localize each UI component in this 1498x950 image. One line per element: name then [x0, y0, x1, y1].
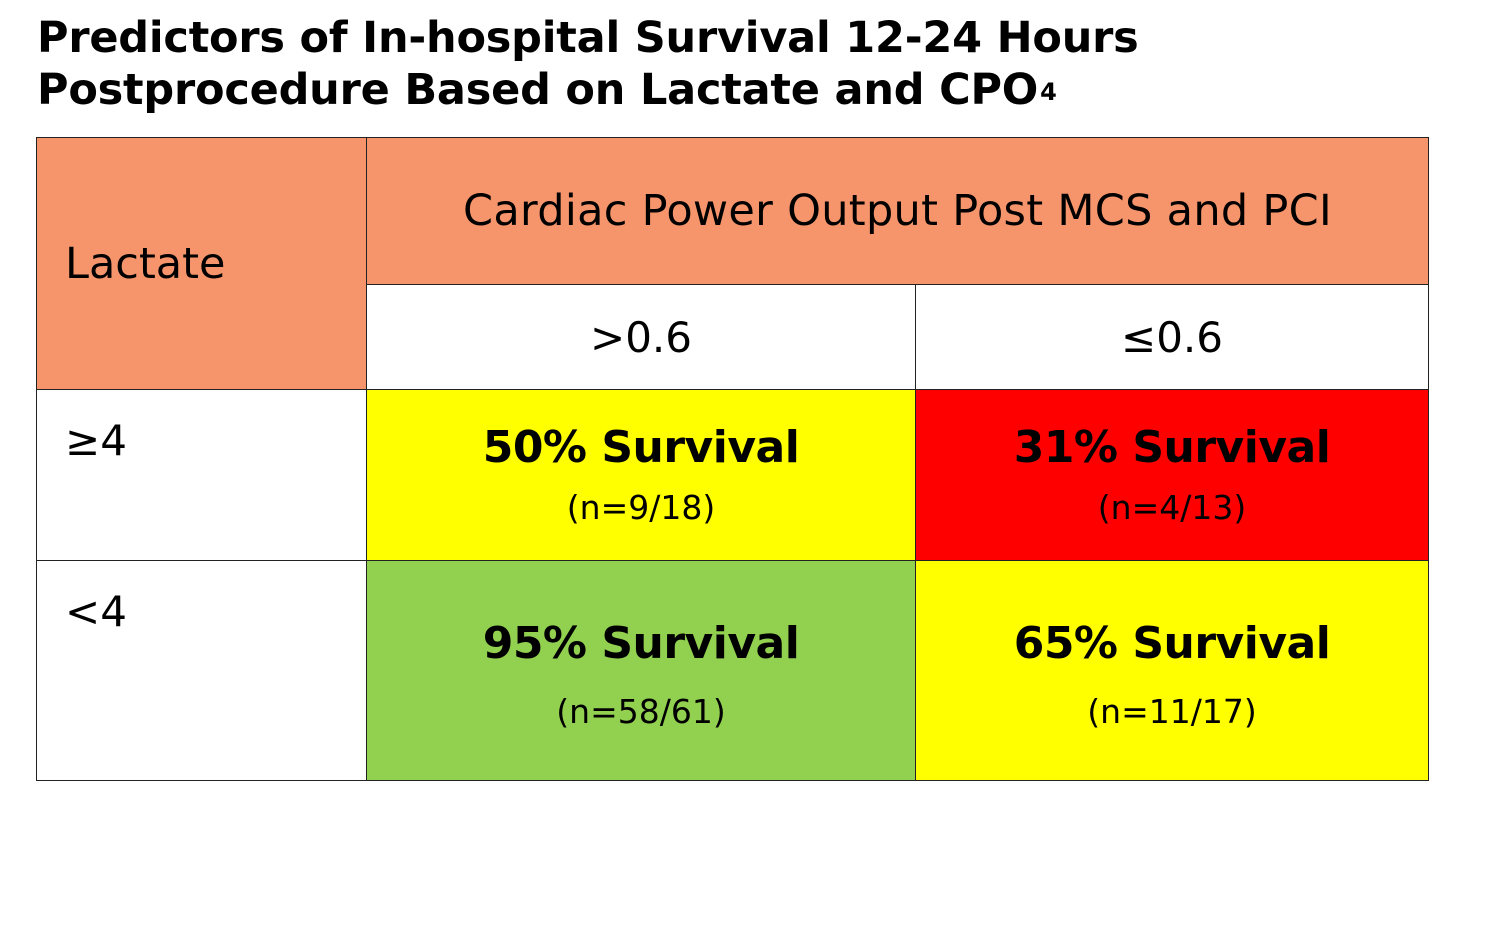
title-line-2-text: Postprocedure Based on Lactate and CPO [37, 65, 1039, 115]
row-label-cell: ≥4 [36, 389, 367, 561]
slide-title: Predictors of In-hospital Survival 12-24… [37, 12, 1477, 116]
column-header-label: ≤0.6 [1121, 312, 1223, 362]
survival-count: (n=9/18) [566, 488, 716, 527]
survival-cell: 50% Survival (n=9/18) [366, 389, 916, 561]
survival-percent: 50% Survival [482, 422, 800, 473]
title-line-2: Postprocedure Based on Lactate and CPO4 [37, 64, 1477, 116]
column-header-cpo-low: ≤0.6 [915, 284, 1429, 390]
table-row-lactate-high: ≥4 50% Survival (n=9/18) 31% Survival (n… [36, 389, 1429, 561]
lactate-header-cell: Lactate [36, 137, 367, 390]
survival-percent: 65% Survival [1013, 618, 1331, 669]
survival-cell: 95% Survival (n=58/61) [366, 560, 916, 781]
row-label: ≥4 [65, 416, 127, 465]
column-header-cpo-high: >0.6 [366, 284, 916, 390]
column-header-label: >0.6 [590, 312, 692, 362]
survival-count: (n=11/17) [1087, 692, 1257, 731]
cpo-header-cell: Cardiac Power Output Post MCS and PCI [366, 137, 1429, 285]
table-row-lactate-low: <4 95% Survival (n=58/61) 65% Survival (… [36, 560, 1429, 781]
survival-table: Lactate Cardiac Power Output Post MCS an… [36, 137, 1429, 781]
title-line-1: Predictors of In-hospital Survival 12-24… [37, 13, 1139, 63]
lactate-header-label: Lactate [65, 238, 226, 289]
survival-cell: 31% Survival (n=4/13) [915, 389, 1429, 561]
survival-count: (n=58/61) [556, 692, 726, 731]
row-label-cell: <4 [36, 560, 367, 781]
survival-percent: 31% Survival [1013, 422, 1331, 473]
survival-cell: 65% Survival (n=11/17) [915, 560, 1429, 781]
row-label: <4 [65, 587, 127, 636]
survival-count: (n=4/13) [1097, 488, 1247, 527]
title-superscript: 4 [1040, 78, 1057, 106]
cpo-header-label: Cardiac Power Output Post MCS and PCI [463, 186, 1332, 236]
survival-percent: 95% Survival [482, 618, 800, 669]
